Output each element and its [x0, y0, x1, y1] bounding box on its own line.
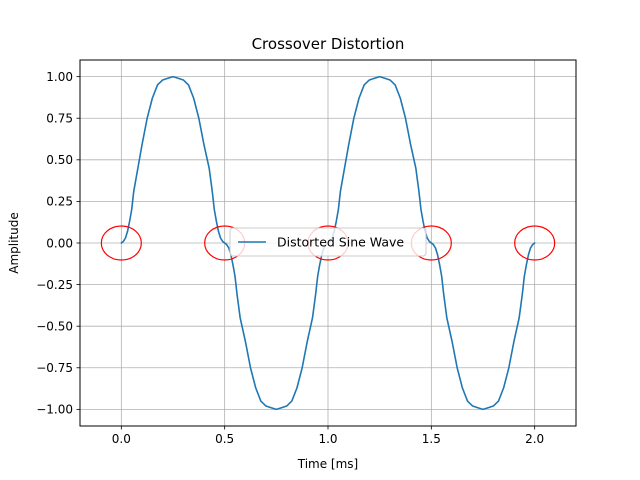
legend: Distorted Sine Wave	[229, 227, 427, 257]
x-tick-label: 1.0	[318, 432, 337, 446]
chart-title: Crossover Distortion	[252, 35, 405, 53]
y-axis-ticks: −1.00 −0.75 −0.50 −0.25 0.00 0.25 0.50 0.75 1.00	[36, 70, 80, 417]
crossover-marker	[100, 225, 142, 261]
x-tick-label: 2.0	[525, 432, 544, 446]
y-tick-label: 0.75	[46, 112, 73, 126]
crossover-marker	[514, 225, 556, 261]
x-tick-label: 0.5	[215, 432, 234, 446]
y-tick-label: 0.50	[46, 153, 73, 167]
y-tick-label: −0.25	[36, 278, 73, 292]
x-tick-label: 0.0	[112, 432, 131, 446]
legend-label: Distorted Sine Wave	[277, 235, 404, 250]
y-tick-label: 0.25	[46, 195, 73, 209]
y-tick-label: 0.00	[46, 236, 73, 250]
y-axis-label: Amplitude	[7, 212, 21, 274]
y-tick-label: 1.00	[46, 70, 73, 84]
legend-box	[229, 227, 427, 257]
x-axis-ticks: 0.0 0.5 1.0 1.5 2.0	[112, 426, 544, 446]
y-tick-label: −0.50	[36, 319, 73, 333]
y-tick-label: −0.75	[36, 361, 73, 375]
y-tick-label: −1.00	[36, 403, 73, 417]
x-tick-label: 1.5	[422, 432, 441, 446]
x-axis-label: Time [ms]	[297, 457, 359, 471]
